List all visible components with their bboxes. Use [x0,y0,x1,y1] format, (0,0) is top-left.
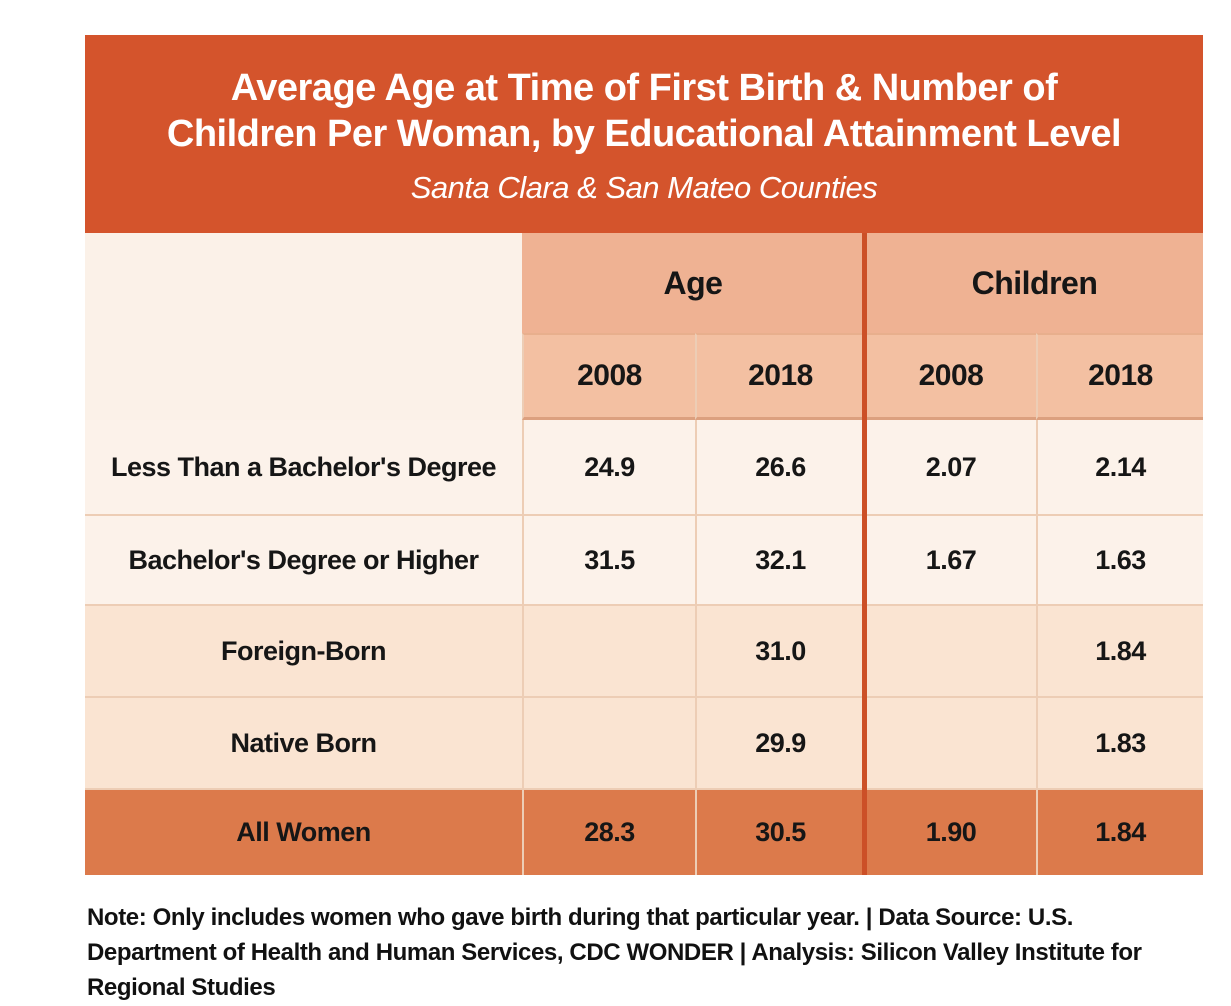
cell-value: 2.07 [864,420,1036,514]
cell-value: 1.63 [1036,514,1203,604]
cell-value: 31.5 [522,514,695,604]
cell-value: 1.83 [1036,696,1203,788]
cell-value: 32.1 [695,514,864,604]
row-label-less-than-bachelors: Less Than a Bachelor's Degree [85,420,522,514]
column-group-age: Age [522,233,864,333]
cell-value: 26.6 [695,420,864,514]
chart-title-line1: Average Age at Time of First Birth & Num… [230,67,1058,110]
cell-value: 24.9 [522,420,695,514]
row-label-bachelors-or-higher: Bachelor's Degree or Higher [85,514,522,604]
source-note: Note: Only includes women who gave birth… [87,904,1142,1001]
corner-cell [85,233,522,420]
cell-value: 2.14 [1036,420,1203,514]
chart-subtitle: Santa Clara & San Mateo Counties [410,169,878,205]
cell-value [864,604,1036,696]
cell-value [522,696,695,788]
cell-value [864,696,1036,788]
year-header-children-2008: 2008 [864,333,1036,420]
column-group-children: Children [864,233,1203,333]
data-table: Age Children 2008 2018 2008 2018 Less Th… [85,233,1203,875]
cell-value: 1.84 [1036,604,1203,696]
cell-value: 1.84 [1036,788,1203,875]
year-header-age-2018: 2018 [695,333,864,420]
chart-header: Average Age at Time of First Birth & Num… [85,35,1203,233]
cell-value: 30.5 [695,788,864,875]
cell-value: 28.3 [522,788,695,875]
report-panel: Average Age at Time of First Birth & Num… [85,35,1203,1005]
row-label-native-born: Native Born [85,696,522,788]
cell-value: 1.67 [864,514,1036,604]
cell-value: 29.9 [695,696,864,788]
cell-value: 1.90 [864,788,1036,875]
row-label-foreign-born: Foreign-Born [85,604,522,696]
row-label-all-women: All Women [85,788,522,875]
chart-title-line2: Children Per Woman, by Educational Attai… [166,113,1122,155]
cell-value [522,604,695,696]
year-header-children-2018: 2018 [1036,333,1203,420]
cell-value: 31.0 [695,604,864,696]
year-header-age-2008: 2008 [522,333,695,420]
